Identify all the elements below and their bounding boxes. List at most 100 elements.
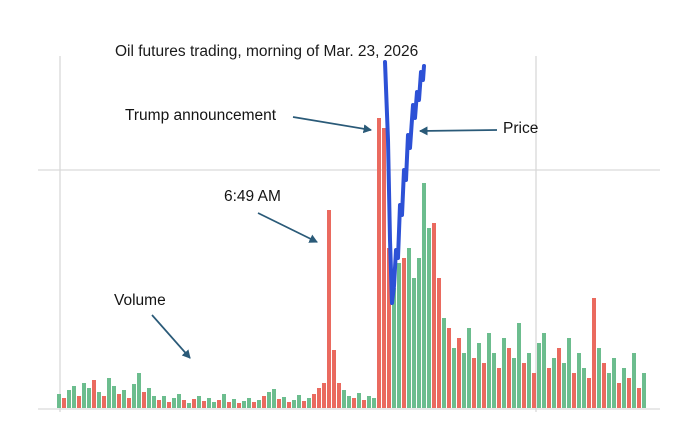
- volume-bar: [617, 383, 621, 408]
- volume-bar: [547, 368, 551, 408]
- volume-bar: [127, 398, 131, 408]
- volume-bar: [412, 278, 416, 408]
- volume-bar: [502, 338, 506, 408]
- volume-bar: [237, 403, 241, 408]
- volume-bar: [217, 400, 221, 408]
- volume-bar: [107, 378, 111, 408]
- volume-bar: [457, 338, 461, 408]
- volume-bar: [172, 398, 176, 408]
- volume-bar: [282, 397, 286, 408]
- volume-bar: [242, 401, 246, 408]
- volume-bar: [297, 395, 301, 408]
- volume-bar: [147, 388, 151, 408]
- volume-bar: [612, 358, 616, 408]
- volume-bar: [427, 228, 431, 408]
- volume-bar: [152, 396, 156, 408]
- volume-bar: [207, 398, 211, 408]
- annotation-arrow: [292, 116, 372, 134]
- volume-bar: [177, 394, 181, 408]
- volume-bar: [202, 401, 206, 408]
- volume-bar: [372, 398, 376, 408]
- volume-bar: [392, 288, 396, 408]
- volume-bar: [397, 263, 401, 408]
- volume-bar: [137, 373, 141, 408]
- volume-bar: [602, 363, 606, 408]
- volume-bar: [407, 248, 411, 408]
- volume-bar: [567, 338, 571, 408]
- volume-bar: [462, 353, 466, 408]
- volume-bar: [417, 258, 421, 408]
- volume-bar: [447, 328, 451, 408]
- volume-bar: [332, 350, 336, 408]
- volume-bar: [232, 399, 236, 408]
- volume-bar: [442, 318, 446, 408]
- volume-bar: [512, 358, 516, 408]
- volume-bar: [262, 396, 266, 408]
- volume-bar: [642, 373, 646, 408]
- volume-bar: [142, 392, 146, 408]
- volume-bar: [342, 390, 346, 408]
- volume-bar: [102, 396, 106, 408]
- volume-bar: [292, 400, 296, 408]
- annotation-arrow: [419, 126, 498, 136]
- volume-bar: [317, 388, 321, 408]
- annotation-arrows-layer: [151, 116, 498, 359]
- volume-bar: [272, 389, 276, 408]
- volume-bar: [357, 393, 361, 408]
- volume-bar: [92, 380, 96, 408]
- volume-bar: [532, 373, 536, 408]
- volume-bar: [222, 394, 226, 408]
- volume-bar: [527, 353, 531, 408]
- volume-bar: [537, 343, 541, 408]
- volume-bar: [487, 333, 491, 408]
- volume-bar: [562, 363, 566, 408]
- volume-bar: [192, 399, 196, 408]
- volume-bar: [572, 373, 576, 408]
- volume-bar: [277, 399, 281, 408]
- volume-bar: [582, 368, 586, 408]
- volume-bar: [477, 343, 481, 408]
- volume-bar: [387, 248, 391, 408]
- volume-bar: [187, 403, 191, 408]
- volume-bars-layer: [57, 118, 646, 408]
- volume-bar: [227, 402, 231, 408]
- volume-bar: [402, 258, 406, 408]
- volume-bar: [312, 394, 316, 408]
- volume-bar: [422, 183, 426, 408]
- volume-bar: [182, 400, 186, 408]
- volume-bar: [507, 348, 511, 408]
- volume-bar: [637, 388, 641, 408]
- volume-bar: [327, 210, 331, 408]
- volume-bar: [597, 348, 601, 408]
- volume-bar: [257, 400, 261, 408]
- volume-bar: [437, 278, 441, 408]
- volume-bar: [247, 398, 251, 408]
- gridlines: [38, 56, 660, 412]
- volume-bar: [432, 223, 436, 408]
- volume-bar: [157, 400, 161, 408]
- volume-bar: [77, 396, 81, 408]
- volume-bar: [117, 394, 121, 408]
- volume-bar: [122, 390, 126, 408]
- annotation-price-label: Price: [503, 120, 539, 137]
- volume-bar: [67, 390, 71, 408]
- volume-bar: [112, 386, 116, 408]
- volume-bar: [382, 128, 386, 408]
- volume-bar: [252, 402, 256, 408]
- price-line: [383, 60, 426, 305]
- volume-bar: [197, 396, 201, 408]
- chart-title: Oil futures trading, morning of Mar. 23,…: [115, 43, 419, 60]
- volume-bar: [87, 388, 91, 408]
- volume-bar: [62, 398, 66, 408]
- volume-bar: [267, 392, 271, 408]
- volume-bar: [632, 353, 636, 408]
- volume-bar: [167, 402, 171, 408]
- volume-bar: [82, 383, 86, 408]
- volume-bar: [517, 323, 521, 408]
- volume-bar: [497, 368, 501, 408]
- volume-bar: [622, 368, 626, 408]
- volume-bar: [212, 402, 216, 408]
- volume-bar: [492, 353, 496, 408]
- volume-bar: [542, 333, 546, 408]
